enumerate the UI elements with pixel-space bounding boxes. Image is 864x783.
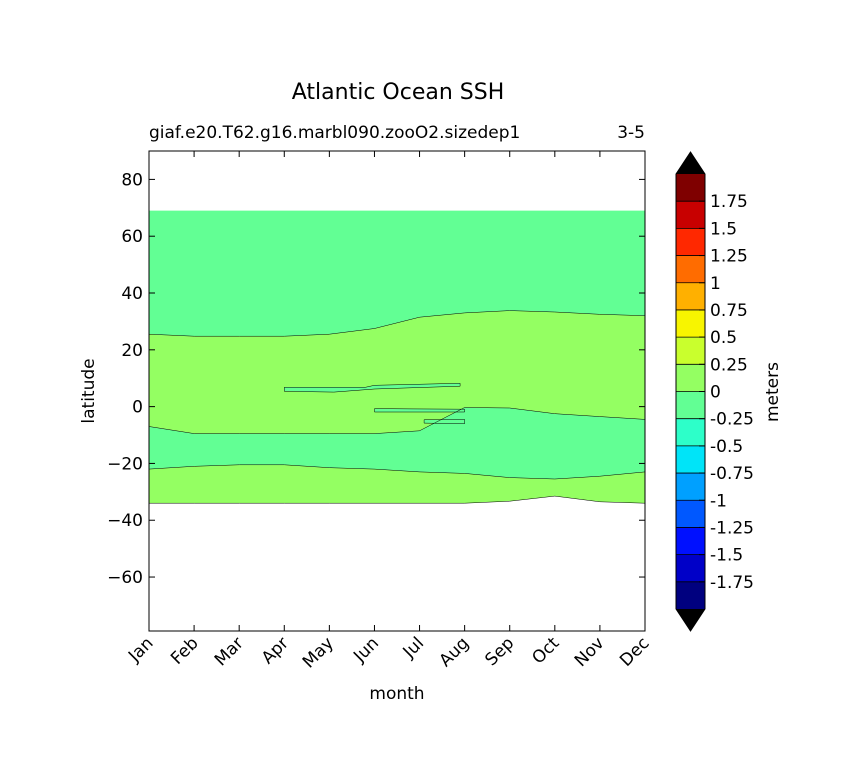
chart-subtitle-left: giaf.e20.T62.g16.marbl090.zooO2.sizedep1	[149, 123, 520, 143]
x-tick-label: Jan	[124, 633, 157, 666]
colorbar-segment	[676, 201, 705, 229]
colorbar-over-arrow	[676, 152, 705, 174]
colorbar-outline	[675, 151, 706, 632]
plot-area	[148, 150, 646, 632]
colorbar: -1.75 -1.5 -1.25 -1 -0.75 -0.5 -0.25 0 0.25 0.5 0.…	[675, 151, 754, 632]
y-tick-label: 40	[121, 284, 143, 304]
colorbar-tick-label: -0.5	[710, 437, 743, 457]
x-tick-label: Jul	[399, 633, 428, 662]
x-tick-label: Aug	[436, 633, 474, 671]
band-south-negative	[149, 407, 645, 479]
x-tick-label: Sep	[481, 633, 518, 670]
y-tick-label: 20	[121, 341, 143, 361]
x-tick-label: Nov	[571, 633, 609, 671]
band-southern-positive	[149, 464, 645, 504]
colorbar-tick-label: 1.75	[710, 192, 748, 212]
colorbar-segment	[676, 364, 705, 392]
colorbar-label: meters	[763, 362, 783, 422]
chart-title: Atlantic Ocean SSH	[292, 80, 505, 105]
band-island-2	[374, 408, 465, 413]
plot-frame	[148, 150, 646, 632]
y-tick-label: 60	[121, 227, 143, 247]
colorbar-tick-label: 0.75	[710, 301, 748, 321]
colorbar-tick-label: 1.5	[710, 219, 737, 239]
colorbar-tick-label: -1.25	[710, 518, 754, 538]
y-tick-label: −20	[107, 454, 143, 474]
x-axis-label: month	[369, 684, 424, 704]
band-tropical-positive	[149, 310, 645, 434]
colorbar-tick-label: 1.25	[710, 247, 748, 267]
colorbar-segment	[676, 337, 705, 365]
colorbar-tick-label: -1	[710, 491, 727, 511]
y-tick-label: −60	[107, 568, 143, 588]
contour-line	[149, 495, 646, 504]
colorbar-segment	[676, 282, 705, 310]
colorbar-segment	[676, 174, 705, 202]
x-tick-label: Apr	[258, 633, 293, 668]
x-tick-label: Jun	[349, 633, 383, 667]
band-island-3	[423, 419, 465, 424]
colorbar-segment	[676, 527, 705, 555]
colorbar-segment	[676, 554, 705, 582]
y-axis: 80 60 40 20 0 −20 −40 −60	[107, 170, 645, 588]
chart-subtitle-right: 3-5	[617, 123, 645, 143]
colorbar-segment	[676, 473, 705, 501]
colorbar-segment	[676, 228, 705, 256]
contour-line	[148, 464, 646, 480]
band-north-negative	[149, 210, 645, 337]
colorbar-segment	[676, 445, 705, 474]
colorbar-segment	[676, 581, 705, 609]
y-tick-label: 80	[121, 170, 143, 190]
colorbar-tick-label: -0.25	[710, 410, 754, 430]
colorbar-tick-label: 0.5	[710, 328, 737, 348]
colorbar-segment	[676, 418, 705, 446]
contour-line	[148, 310, 646, 337]
y-tick-label: 0	[132, 398, 143, 418]
colorbar-tick-label: -1.75	[710, 573, 754, 593]
contour-line	[148, 407, 646, 434]
band-island-1	[284, 383, 461, 393]
x-tick-label: Mar	[211, 633, 248, 670]
colorbar-tick-label: 0.25	[710, 355, 748, 375]
colorbar-segment	[676, 309, 705, 338]
x-tick-label: Feb	[167, 633, 202, 668]
colorbar-tick-label: 1	[710, 274, 721, 294]
x-tick-label: Oct	[528, 633, 563, 668]
colorbar-segment	[676, 255, 705, 283]
colorbar-tick-label: -0.75	[710, 464, 754, 484]
colorbar-segment	[676, 391, 705, 419]
x-tick-label: Dec	[616, 633, 653, 670]
colorbar-under-arrow	[676, 609, 705, 631]
y-tick-label: −40	[107, 511, 143, 531]
colorbar-tick-label: 0	[710, 383, 721, 403]
y-axis-label: latitude	[79, 358, 99, 423]
x-tick-label: May	[299, 633, 338, 672]
colorbar-segment	[676, 500, 705, 528]
colorbar-tick-label: -1.5	[710, 546, 743, 566]
